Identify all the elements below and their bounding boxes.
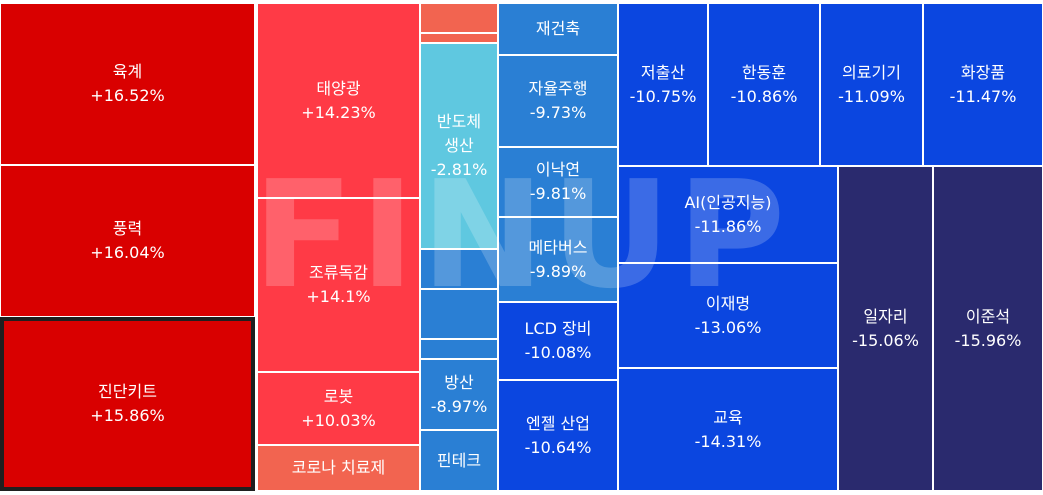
tile-change: -2.81% <box>430 160 488 179</box>
tile-name: 화장품 <box>960 62 1006 82</box>
tile-pungryeok[interactable]: 풍력 +16.04% <box>0 165 255 317</box>
tile-name: AI(인공지능) <box>684 192 772 212</box>
tile-change: -9.73% <box>529 103 587 122</box>
tile-ai[interactable]: AI(인공지능) -11.86% <box>618 166 838 263</box>
tile-change: -10.86% <box>730 86 798 106</box>
tile-name: 이낙연 <box>535 160 581 179</box>
tile-yukgye[interactable]: 육계 +16.52% <box>0 3 255 165</box>
tile-change: -13.06% <box>694 317 762 337</box>
tile-change: -11.09% <box>838 86 905 106</box>
tile-change: +16.52% <box>90 86 165 105</box>
tile-change: -11.86% <box>694 216 762 236</box>
tile-name: 일자리 <box>863 306 908 326</box>
tile-name: 의료기기 <box>842 62 901 82</box>
tile-metaverse[interactable]: 메타버스 -9.89% <box>498 217 618 302</box>
tile-name: 로봇 <box>323 386 354 406</box>
tile-name: 방산 <box>444 372 474 392</box>
tile-change: +16.04% <box>90 243 165 262</box>
tile-jayul[interactable]: 자율주행 -9.73% <box>498 55 618 147</box>
tile-hwajang[interactable]: 화장품 -11.47% <box>923 3 1043 166</box>
tile-robot[interactable]: 로봇 +10.03% <box>257 372 420 445</box>
tile-enzel[interactable]: 엔젤 산업 -10.64% <box>498 380 618 491</box>
tile-name: 반도체 생산 <box>436 112 482 155</box>
tile-ijaemyeong[interactable]: 이재명 -13.06% <box>618 263 838 368</box>
tile-uiryo[interactable]: 의료기기 -11.09% <box>820 3 923 166</box>
tile-change: -15.96% <box>954 330 1022 350</box>
tile-change: -9.89% <box>529 261 587 281</box>
tile-change: -9.81% <box>529 184 587 203</box>
tile-name: 핀테크 <box>436 450 482 470</box>
tile-ijunseok[interactable]: 이준석 -15.96% <box>933 166 1043 491</box>
tile-small_blue1[interactable] <box>420 249 498 289</box>
tile-bandoche[interactable]: 반도체 생산 -2.81% <box>420 43 498 249</box>
tile-name: LCD 장비 <box>524 319 592 338</box>
tile-corona[interactable]: 코로나 치료제 <box>257 445 420 491</box>
tile-change: -10.64% <box>524 437 592 457</box>
tile-small_orange2[interactable] <box>420 33 498 43</box>
tile-bangsan[interactable]: 방산 -8.97% <box>420 359 498 430</box>
tile-change: +10.03% <box>301 410 376 430</box>
tile-name: 자율주행 <box>528 79 588 98</box>
tile-jindan[interactable]: 진단키트 +15.86% <box>0 317 255 491</box>
tile-joryu[interactable]: 조류독감 +14.1% <box>257 198 420 372</box>
tile-name: 한동훈 <box>741 62 787 82</box>
tile-name: 태양광 <box>316 78 361 98</box>
tile-taeyanggwang[interactable]: 태양광 +14.23% <box>257 3 420 198</box>
tile-jeochulsan[interactable]: 저출산 -10.75% <box>618 3 708 166</box>
tile-name: 풍력 <box>112 219 143 238</box>
tile-small_blue4[interactable] <box>420 339 498 359</box>
tile-change: -11.47% <box>949 86 1017 106</box>
tile-name: 육계 <box>112 62 143 81</box>
tile-name: 저출산 <box>640 62 686 82</box>
tile-fintech[interactable]: 핀테크 <box>420 430 498 491</box>
tile-change: -15.06% <box>852 330 919 350</box>
tile-change: -14.31% <box>694 431 762 451</box>
tile-change: -10.75% <box>629 86 697 106</box>
tile-name: 이준석 <box>965 306 1011 326</box>
tile-inakyeon[interactable]: 이낙연 -9.81% <box>498 147 618 217</box>
tile-iljari[interactable]: 일자리 -15.06% <box>838 166 933 491</box>
tile-name: 코로나 치료제 <box>291 458 386 477</box>
tile-small_blue2[interactable] <box>420 289 498 339</box>
tile-name: 조류독감 <box>309 263 368 282</box>
tile-name: 교육 <box>713 407 743 427</box>
tile-handonghun[interactable]: 한동훈 -10.86% <box>708 3 820 166</box>
tile-gyoyuk[interactable]: 교육 -14.31% <box>618 368 838 491</box>
tile-change: -8.97% <box>430 396 488 416</box>
tile-jaegeonchuk[interactable]: 재건축 <box>498 3 618 55</box>
tile-change: -10.08% <box>524 343 592 362</box>
tile-name: 엔젤 산업 <box>526 413 590 433</box>
tile-small_orange1[interactable] <box>420 3 498 33</box>
tile-name: 이재명 <box>705 293 751 313</box>
tile-name: 재건축 <box>535 19 581 38</box>
tile-change: +14.23% <box>301 102 376 122</box>
tile-name: 메타버스 <box>528 237 588 257</box>
tile-name: 진단키트 <box>98 382 157 401</box>
tile-change: +15.86% <box>90 406 165 425</box>
tile-lcd[interactable]: LCD 장비 -10.08% <box>498 302 618 380</box>
tile-change: +14.1% <box>306 287 371 306</box>
